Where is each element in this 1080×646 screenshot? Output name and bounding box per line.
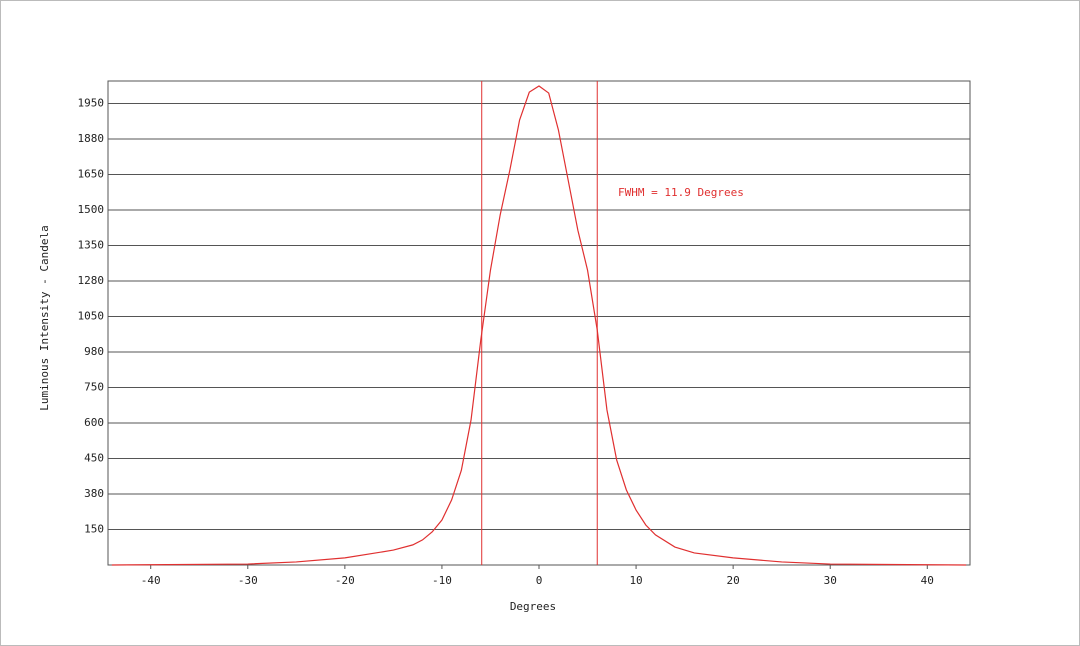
y-tick-label: 600 xyxy=(84,416,104,429)
x-tick-label: -10 xyxy=(432,574,452,587)
x-tick-label: 40 xyxy=(921,574,934,587)
x-tick-label: 30 xyxy=(824,574,837,587)
x-tick-label: 0 xyxy=(536,574,543,587)
x-axis-label: Degrees xyxy=(510,600,556,613)
y-tick-label: 450 xyxy=(84,451,104,464)
y-tick-label: 980 xyxy=(84,345,104,358)
y-tick-label: 380 xyxy=(84,487,104,500)
x-tick-label: -40 xyxy=(141,574,161,587)
y-tick-label: 1650 xyxy=(78,167,105,180)
x-tick-label: 10 xyxy=(629,574,642,587)
x-tick-label: -20 xyxy=(335,574,355,587)
y-tick-label: 1350 xyxy=(78,238,105,251)
y-tick-label: 750 xyxy=(84,380,104,393)
y-tick-label: 1950 xyxy=(78,96,105,109)
y-axis-label: Luminous Intensity - Candela xyxy=(38,225,51,410)
y-tick-label: 1280 xyxy=(78,274,105,287)
y-tick-label: 1880 xyxy=(78,132,105,145)
plot-border xyxy=(107,80,971,566)
y-tick-label: 150 xyxy=(84,522,104,535)
y-tick-label: 1050 xyxy=(78,309,105,322)
x-tick-label: 20 xyxy=(727,574,740,587)
y-tick-label: 1500 xyxy=(78,203,105,216)
annotation: FWHM = 11.9 Degrees xyxy=(618,186,744,199)
x-tick-label: -30 xyxy=(238,574,258,587)
line-series xyxy=(111,85,967,566)
